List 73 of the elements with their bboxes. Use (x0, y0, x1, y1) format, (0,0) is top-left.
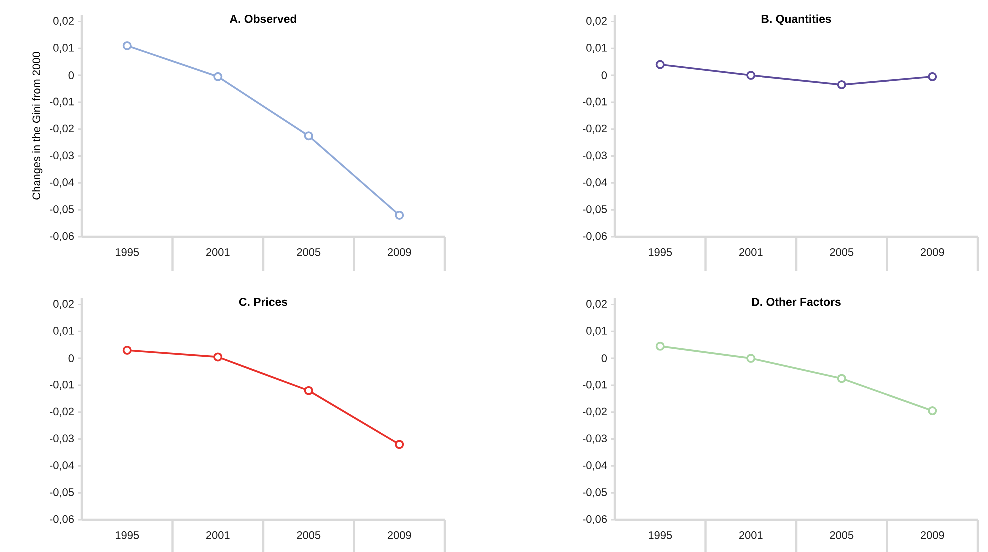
point (304, 132, 314, 141)
y-tick-label: 0,02 (54, 300, 74, 310)
y-tick-label: -0,01 (50, 380, 74, 390)
y-tick-label: 0,02 (54, 17, 74, 26)
x-tick-label: 2001 (206, 248, 230, 256)
x-tick-label: 2005 (830, 248, 854, 256)
chart-title: C. Prices (239, 298, 288, 306)
y-tick-label: 0,01 (586, 327, 607, 336)
x-tick-label: 2009 (388, 248, 412, 256)
y-tick-label: -0,05 (50, 488, 74, 498)
x-tick-label: 1995 (116, 532, 140, 540)
point (656, 60, 665, 70)
point (214, 72, 223, 82)
y-tick-label: -0,03 (50, 152, 74, 161)
y-tick-label: -0,02 (50, 408, 74, 417)
y-tick-label: -0,06 (50, 232, 74, 242)
point (395, 440, 404, 450)
x-tick-label: 2005 (297, 248, 321, 256)
x-tick-label: 2009 (388, 532, 412, 540)
y-tick-label: 0,02 (586, 17, 607, 26)
x-tick-label: 2001 (739, 248, 763, 256)
y-tick-label: -0,05 (50, 206, 74, 215)
point (214, 352, 223, 362)
y-tick-label: -0,02 (582, 124, 607, 134)
y-tick-label: -0,04 (50, 462, 74, 471)
y-tick-label: 0,01 (586, 44, 607, 54)
point (746, 71, 756, 80)
y-tick-label: -0,03 (582, 152, 607, 161)
x-tick-label: 2005 (297, 532, 321, 540)
y-tick-label: 0 (68, 354, 74, 362)
x-tick-label: 2009 (920, 532, 944, 540)
y-tick-label: 0 (602, 72, 608, 80)
y-tick-label: -0,04 (50, 178, 74, 188)
y-tick-label: -0,03 (582, 434, 607, 444)
y-tick-label: 0 (602, 354, 608, 362)
x-tick-label: 2009 (920, 248, 944, 256)
y-tick-label: 0 (68, 72, 74, 80)
point (122, 346, 132, 355)
y-tick-label: -0,01 (582, 98, 607, 107)
y-tick-label: -0,04 (582, 178, 608, 188)
y-tick-label: -0,06 (582, 515, 607, 525)
y-tick-label: -0,06 (50, 515, 74, 525)
x-tick-label: 2001 (739, 532, 763, 540)
x-tick-label: 1995 (116, 248, 140, 256)
y-tick-label: -0,04 (582, 462, 608, 471)
point (395, 210, 404, 220)
y-tick-label: -0,01 (582, 380, 607, 390)
point (928, 72, 938, 82)
point (656, 342, 665, 351)
point (837, 374, 846, 384)
y-tick-label: -0,05 (582, 488, 608, 498)
x-tick-label: 1995 (649, 248, 672, 256)
y-tick-label: -0,02 (50, 124, 74, 134)
chart-title: D. Other Factors (752, 298, 841, 306)
point (746, 354, 756, 364)
y-tick-label: 0,02 (586, 300, 607, 310)
y-tick-label: -0,05 (582, 206, 608, 215)
y-axis-title: Changes in the Gini from 2000 (32, 52, 43, 200)
y-tick-label: -0,06 (582, 232, 607, 242)
y-tick-label: -0,03 (50, 434, 74, 444)
point (837, 80, 846, 90)
y-tick-label: 0,01 (54, 44, 74, 54)
chart-title: B. Quantities (762, 14, 832, 26)
x-tick-label: 2005 (830, 532, 854, 540)
y-tick-label: -0,01 (50, 98, 74, 107)
y-tick-label: -0,02 (582, 408, 607, 417)
point (122, 41, 132, 50)
y-tick-label: 0,01 (54, 327, 74, 336)
x-tick-label: 1995 (649, 532, 672, 540)
x-tick-label: 2001 (206, 532, 230, 540)
point (928, 406, 938, 416)
point (304, 386, 314, 396)
chart-title: A. Observed (230, 14, 296, 24)
